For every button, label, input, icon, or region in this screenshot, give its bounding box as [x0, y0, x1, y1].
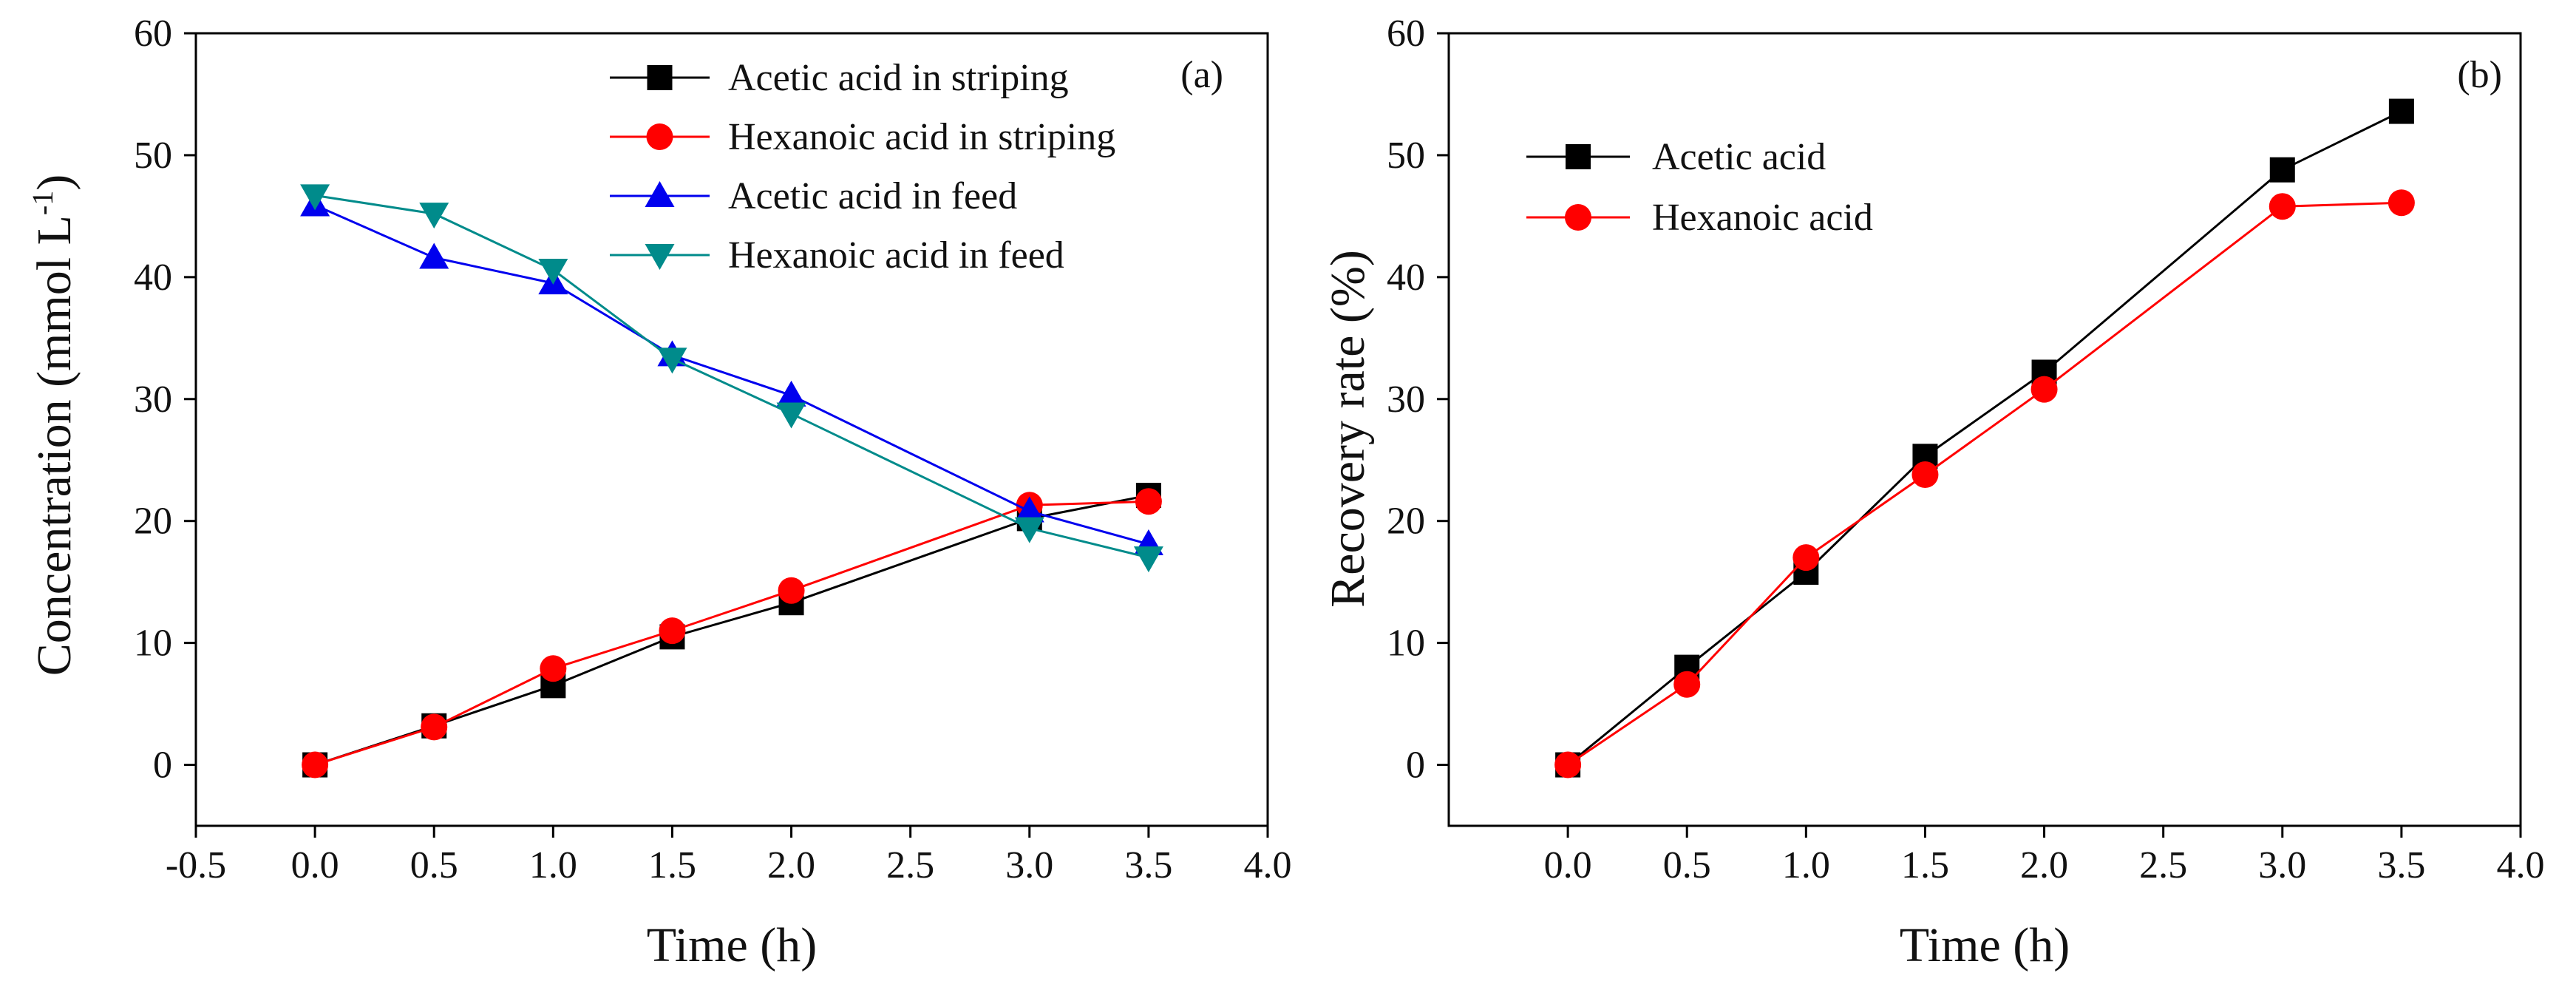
x-tick-label-b: 1.0 [1782, 844, 1830, 886]
data-point-a-3 [419, 203, 449, 229]
legend-label-b-0: Acetic acid [1652, 136, 1826, 178]
data-point-a-1 [659, 617, 686, 645]
y-tick-label-b: 40 [1387, 257, 1425, 299]
data-point-b-1 [1911, 461, 1939, 489]
x-tick-label-a: 0.0 [291, 844, 339, 886]
legend-marker-b-0 [1566, 144, 1591, 169]
y-tick-label-a: 30 [134, 379, 172, 421]
x-tick-label-b: 0.0 [1544, 844, 1592, 886]
x-tick-label-a: -0.5 [166, 844, 226, 886]
data-point-a-3 [657, 347, 687, 374]
x-tick-label-a: 1.0 [529, 844, 577, 886]
legend-label-a-2: Acetic acid in feed [728, 175, 1017, 217]
panel-label-b: (b) [2457, 54, 2502, 96]
x-tick-label-a: 1.5 [648, 844, 696, 886]
legend-label-a-0: Acetic acid in striping [728, 57, 1069, 99]
data-point-b-1 [1554, 751, 1582, 779]
y-axis-title-a: Concentration (mmol L-1) [26, 174, 81, 676]
y-tick-label-b: 50 [1387, 135, 1425, 177]
y-tick-label-a: 40 [134, 257, 172, 299]
x-tick-label-b: 1.5 [1901, 844, 1949, 886]
x-axis-title-a: Time (h) [647, 918, 817, 972]
data-point-a-3 [1014, 517, 1044, 543]
y-tick-label-b: 30 [1387, 379, 1425, 421]
data-point-a-3 [1133, 546, 1163, 573]
data-point-b-1 [2388, 189, 2415, 217]
y-axis-title-b: Recovery rate (%) [1321, 250, 1375, 608]
data-point-a-1 [302, 751, 329, 779]
panel-b-recovery-chart: 0.0 0.5 1.0 1.5 2.0 2.5 3.0 3.5 4.0 0 10 20 30 40 50 60… [1321, 13, 2545, 972]
x-tick-label-b: 3.0 [2258, 844, 2306, 886]
data-point-b-0 [2269, 157, 2295, 183]
x-tick-label-a: 3.0 [1005, 844, 1053, 886]
x-tick-label-a: 2.0 [767, 844, 815, 886]
y-tick-label-a: 50 [134, 135, 172, 177]
legend-label-b-1: Hexanoic acid [1652, 197, 1873, 239]
x-tick-label-a: 2.5 [886, 844, 934, 886]
x-tick-label-a: 0.5 [410, 844, 458, 886]
data-point-a-2 [1014, 496, 1044, 523]
data-point-a-3 [300, 184, 330, 211]
x-tick-label-a: 4.0 [1244, 844, 1292, 886]
y-tick-label-a: 20 [134, 501, 172, 543]
y-axis-title-superscript: -1 [26, 191, 59, 215]
legend-marker-a-3 [645, 244, 675, 270]
data-point-a-3 [538, 258, 568, 285]
x-tick-label-b: 3.5 [2377, 844, 2425, 886]
data-point-a-3 [776, 402, 806, 429]
x-tick-label-b: 2.5 [2139, 844, 2187, 886]
data-point-b-1 [1673, 671, 1701, 698]
plot-frame-a [194, 32, 1269, 827]
y-tick-label-b: 20 [1387, 501, 1425, 543]
y-tick-label-b: 60 [1387, 13, 1425, 55]
y-tick-label-a: 0 [153, 744, 172, 787]
x-tick-label-b: 0.5 [1663, 844, 1711, 886]
legend-marker-a-0 [647, 65, 673, 90]
data-point-a-2 [776, 380, 806, 407]
plot-frame-b [1447, 32, 2522, 827]
data-point-a-1 [1135, 488, 1162, 515]
x-tick-label-b: 2.0 [2020, 844, 2068, 886]
legend-marker-a-2 [645, 181, 675, 207]
data-point-a-1 [778, 577, 805, 604]
x-tick-label-a: 3.5 [1124, 844, 1172, 886]
x-axis-title-b: Time (h) [1900, 918, 2070, 972]
y-tick-label-a: 10 [134, 623, 172, 665]
data-point-a-1 [421, 713, 448, 741]
data-point-b-1 [1792, 544, 1820, 571]
panel-label-a: (a) [1180, 54, 1223, 96]
data-point-b-1 [2269, 193, 2296, 220]
legend-marker-b-1 [1565, 204, 1591, 231]
x-tick-label-b: 4.0 [2497, 844, 2545, 886]
data-point-a-2 [419, 242, 449, 269]
y-tick-label-b: 0 [1406, 744, 1425, 787]
data-point-a-1 [540, 655, 567, 682]
panel-a-concentration-chart: -0.5 0.0 0.5 1.0 1.5 2.0 2.5 3.0 3.5 4.0 0 10 20 30 40… [26, 13, 1292, 972]
y-axis-title-suffix: ) [27, 174, 81, 191]
data-point-b-1 [2030, 376, 2058, 403]
y-tick-label-b: 10 [1387, 623, 1425, 665]
legend-marker-a-1 [646, 123, 673, 150]
legend-label-a-1: Hexanoic acid in striping [728, 116, 1115, 158]
legend-label-a-3: Hexanoic acid in feed [728, 234, 1064, 277]
data-point-b-0 [2388, 98, 2414, 124]
y-tick-label-a: 60 [134, 13, 172, 55]
